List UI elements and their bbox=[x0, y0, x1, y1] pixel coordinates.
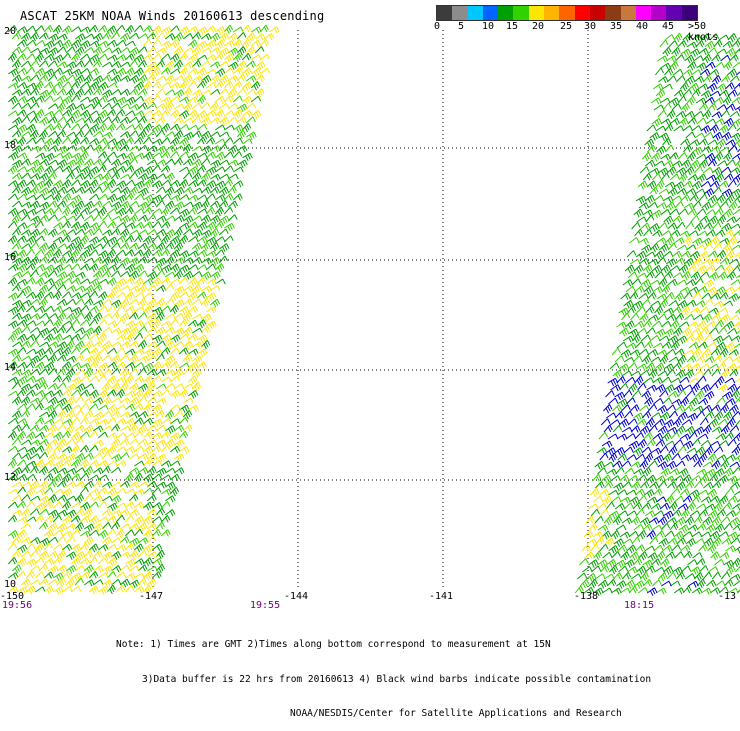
scale-label: 0 bbox=[434, 21, 441, 32]
lon-label: -150 bbox=[0, 591, 25, 602]
lat-lon-grid bbox=[8, 30, 740, 590]
lon-label: -141 bbox=[429, 591, 454, 602]
lat-label: 20 bbox=[4, 26, 17, 37]
blue-barbs bbox=[599, 54, 740, 596]
lat-label: 12 bbox=[4, 472, 17, 483]
scale-swatch bbox=[452, 6, 468, 20]
scale-swatch bbox=[513, 6, 529, 20]
scale-label: 25 bbox=[560, 21, 573, 32]
scale-swatch bbox=[635, 6, 652, 20]
pass-time-label: 19:56 bbox=[2, 600, 33, 611]
scale-swatch bbox=[467, 6, 483, 20]
pass-time-label: 18:15 bbox=[624, 600, 655, 611]
pass-time-label: 19:55 bbox=[250, 600, 281, 611]
note-line-1: Note: 1) Times are GMT 2)Times along bot… bbox=[116, 639, 551, 650]
scale-swatch bbox=[482, 6, 499, 20]
scale-swatch bbox=[498, 6, 514, 20]
scale-label: 15 bbox=[506, 21, 519, 32]
scale-label: 35 bbox=[610, 21, 623, 32]
lat-label: 18 bbox=[4, 140, 17, 151]
scale-swatch bbox=[544, 6, 560, 20]
scale-swatch bbox=[589, 6, 606, 20]
scale-swatch bbox=[528, 6, 545, 20]
note-line-2: 3)Data buffer is 22 hrs from 20160613 4)… bbox=[142, 673, 652, 685]
scale-swatch bbox=[437, 6, 453, 20]
lon-label: -144 bbox=[284, 591, 309, 602]
lon-label: -13 bbox=[718, 591, 737, 602]
wind-speed-color-scale bbox=[436, 5, 698, 21]
scale-swatch bbox=[620, 6, 636, 20]
green-barbs bbox=[7, 24, 740, 595]
scale-swatch bbox=[559, 6, 575, 20]
lon-label: -147 bbox=[139, 591, 164, 602]
chart-title: ASCAT 25KM NOAA Winds 20160613 descendin… bbox=[20, 9, 325, 23]
scale-label: 10 bbox=[482, 21, 495, 32]
scale-label: >50 knots bbox=[688, 21, 719, 43]
scale-swatch bbox=[666, 6, 682, 20]
scale-label: 20 bbox=[532, 21, 545, 32]
scale-label: 5 bbox=[458, 21, 465, 32]
scale-swatch bbox=[605, 6, 621, 20]
scale-swatch bbox=[681, 6, 698, 20]
wind-speed-scale-labels: 0 5 10 15 20 25 30 35 40 45 >50 knots bbox=[428, 21, 738, 43]
scale-swatch bbox=[574, 6, 590, 20]
scale-swatch bbox=[651, 6, 667, 20]
scale-label: 40 bbox=[636, 21, 649, 32]
lat-label: 14 bbox=[4, 362, 17, 373]
wind-barbs bbox=[7, 24, 740, 597]
lat-label: 16 bbox=[4, 252, 17, 263]
dark-green-barbs bbox=[7, 24, 740, 597]
note-line-3: NOAA/NESDIS/Center for Satellite Applica… bbox=[290, 708, 622, 719]
scale-label: 45 bbox=[662, 21, 675, 32]
lat-label: 10 bbox=[4, 579, 17, 590]
wind-map bbox=[7, 24, 740, 597]
scale-label: 30 bbox=[584, 21, 597, 32]
yellow-barbs bbox=[7, 24, 740, 596]
lon-label: -138 bbox=[574, 591, 599, 602]
footnotes: Note: 1) Times are GMT 2)Times along bot… bbox=[116, 616, 651, 731]
